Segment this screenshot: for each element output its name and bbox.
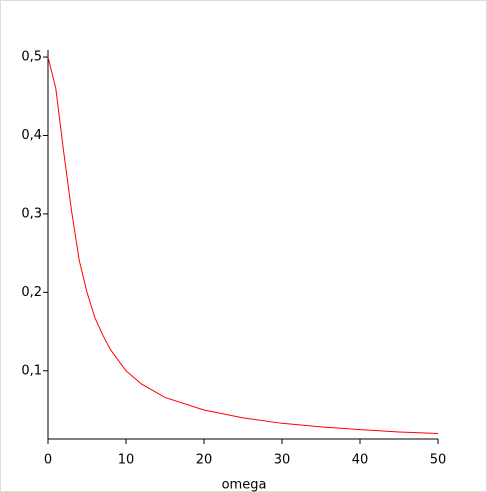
y-tick-label: 0,2 <box>21 285 42 300</box>
x-tick-label: 0 <box>44 453 52 468</box>
x-tick-label: 40 <box>352 453 369 468</box>
y-tick-label: 0,4 <box>21 128 42 143</box>
x-tick-label: 10 <box>118 453 135 468</box>
y-tick-label: 0,1 <box>21 363 42 378</box>
x-tick-label: 50 <box>430 453 447 468</box>
y-tick-label: 0,3 <box>21 206 42 221</box>
line-series <box>47 56 439 435</box>
x-tick-label: 30 <box>274 453 291 468</box>
x-axis-label: omega <box>222 478 267 492</box>
y-tick-label: 0,5 <box>21 50 42 65</box>
x-tick-label: 20 <box>196 453 213 468</box>
